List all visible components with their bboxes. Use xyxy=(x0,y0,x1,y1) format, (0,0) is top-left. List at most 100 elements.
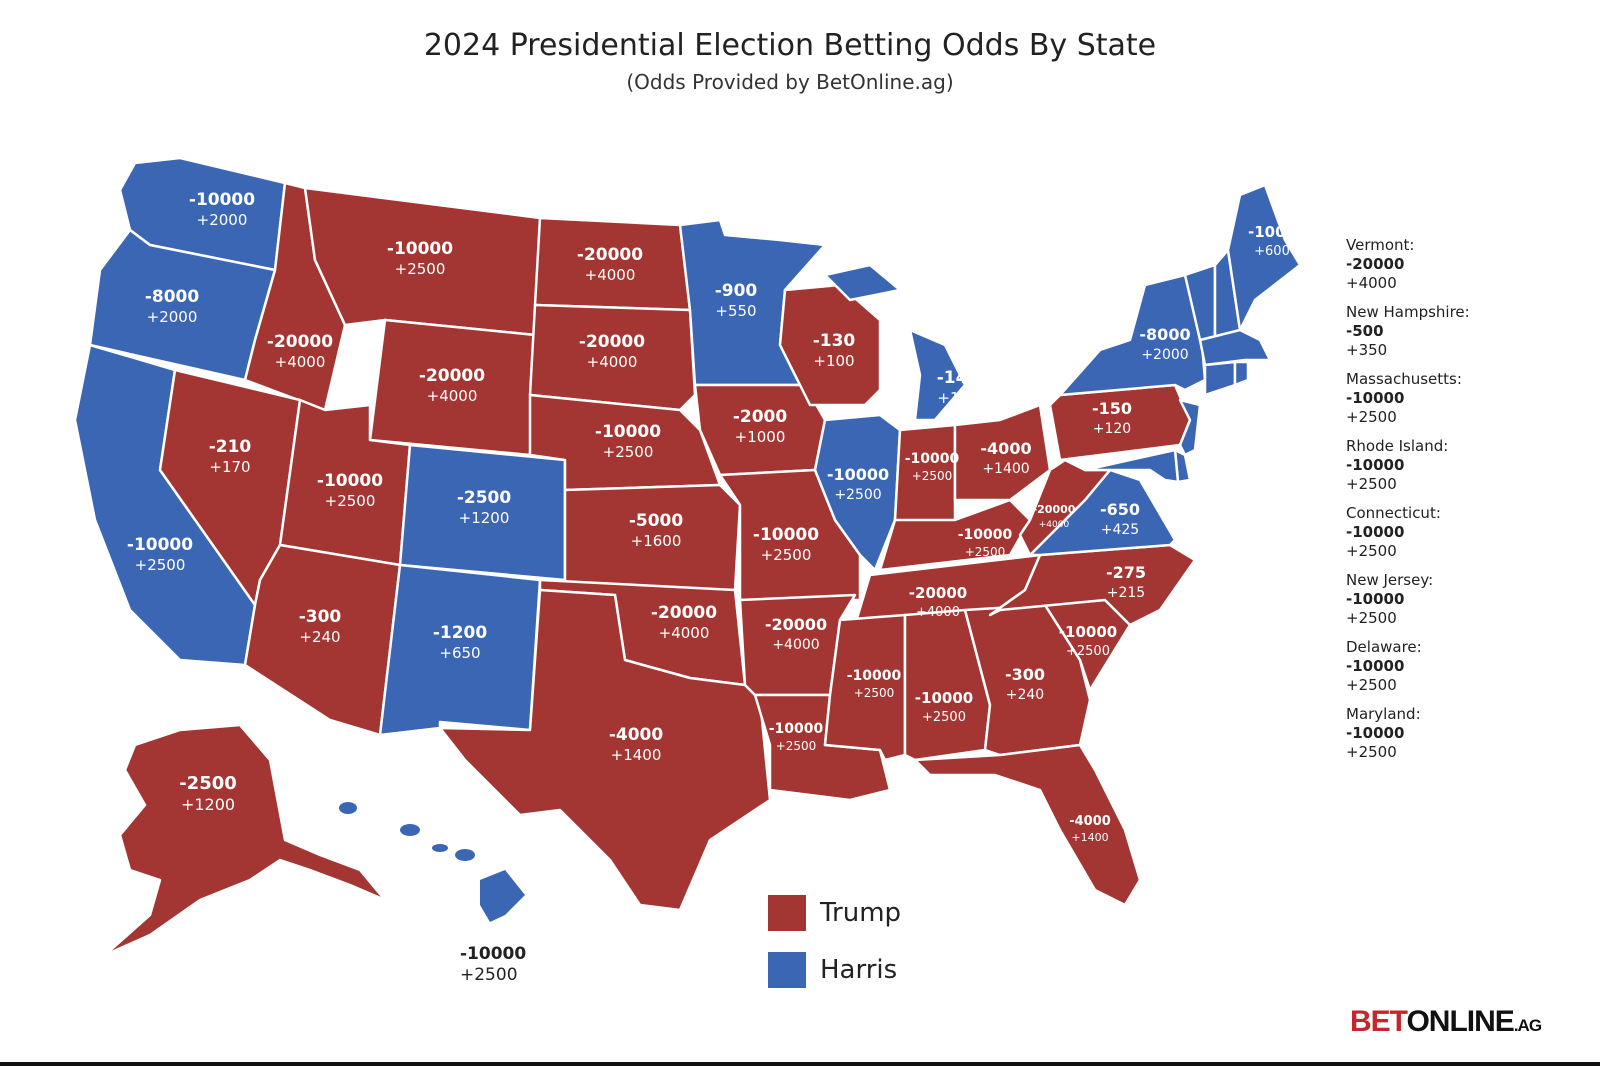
legend-label-trump: Trump xyxy=(820,898,902,928)
small-state-odds-favorite: -10000 xyxy=(1346,724,1405,742)
odds-label-TN-favorite: -20000 xyxy=(909,584,967,602)
odds-label-SD-favorite: -20000 xyxy=(579,332,645,352)
small-state-item: Maryland: -10000 +2500 xyxy=(1346,705,1586,762)
state-RI xyxy=(1233,360,1250,387)
odds-label-TX-underdog: +1400 xyxy=(611,746,662,764)
odds-label-WA-favorite: -10000 xyxy=(189,190,255,210)
odds-label-ND-underdog: +4000 xyxy=(585,266,636,284)
odds-label-KS-favorite: -5000 xyxy=(629,511,684,531)
odds-label-MT-underdog: +2500 xyxy=(395,260,446,278)
legend-label-harris: Harris xyxy=(820,955,898,985)
small-state-odds-favorite: -20000 xyxy=(1346,255,1405,273)
odds-label-AL-favorite: -10000 xyxy=(915,689,973,707)
small-state-odds-favorite: -10000 xyxy=(1346,456,1405,474)
odds-label-CO-favorite: -2500 xyxy=(457,488,512,508)
odds-label-AK-underdog: +1200 xyxy=(181,795,235,814)
odds-label-KY-underdog: +2500 xyxy=(965,545,1006,559)
small-state-odds-underdog: +2500 xyxy=(1346,676,1397,694)
small-state-name: Rhode Island: xyxy=(1346,437,1449,455)
page-subtitle: (Odds Provided by BetOnline.ag) xyxy=(626,70,954,94)
odds-label-WA-underdog: +2000 xyxy=(197,211,248,229)
small-state-item: New Hampshire: -500 +350 xyxy=(1346,303,1586,360)
odds-label-NM-favorite: -1200 xyxy=(433,623,488,643)
odds-label-AK-favorite: -2500 xyxy=(179,773,237,794)
small-states-list: Vermont: -20000 +4000 New Hampshire: -500 +35… xyxy=(1346,236,1586,772)
small-state-odds-favorite: -500 xyxy=(1346,322,1384,340)
odds-label-NY-underdog: +2000 xyxy=(1141,347,1188,363)
odds-label-MN-favorite: -900 xyxy=(715,281,758,301)
odds-label-UT-underdog: +2500 xyxy=(325,492,376,510)
hawaii-odds: -10000 +2500 xyxy=(460,944,526,986)
odds-label-WY-underdog: +4000 xyxy=(427,387,478,405)
small-state-odds-favorite: -10000 xyxy=(1346,389,1405,407)
odds-label-GA-favorite: -300 xyxy=(1005,665,1045,684)
odds-label-ND-favorite: -20000 xyxy=(577,245,643,265)
state-WV xyxy=(1018,458,1112,557)
odds-label-NE-underdog: +2500 xyxy=(603,443,654,461)
odds-label-NM-underdog: +650 xyxy=(439,644,480,662)
logo-part-ag: .AG xyxy=(1513,1016,1542,1035)
odds-label-PA-underdog: +120 xyxy=(1093,421,1131,437)
small-state-item: Connecticut: -10000 +2500 xyxy=(1346,504,1586,561)
odds-label-OH-favorite: -4000 xyxy=(980,439,1031,458)
odds-label-OR-underdog: +2000 xyxy=(147,308,198,326)
odds-label-IL-underdog: +2500 xyxy=(834,487,881,503)
odds-label-MS-favorite: -10000 xyxy=(847,668,902,684)
small-state-odds-underdog: +2500 xyxy=(1346,408,1397,426)
state-MD xyxy=(1083,448,1180,484)
odds-label-TX-favorite: -4000 xyxy=(609,725,664,745)
odds-label-CA-favorite: -10000 xyxy=(127,535,193,555)
state-CT xyxy=(1203,360,1237,397)
state-IL xyxy=(813,413,902,572)
small-state-odds-favorite: -10000 xyxy=(1346,657,1405,675)
small-state-odds-underdog: +2500 xyxy=(1346,475,1397,493)
odds-label-SC-underdog: +2500 xyxy=(1066,644,1110,659)
small-state-odds-underdog: +2500 xyxy=(1346,542,1397,560)
hawaii-odds-a: -10000 xyxy=(460,944,527,964)
odds-label-IA-favorite: -2000 xyxy=(733,407,788,427)
state-KS xyxy=(563,483,742,592)
state-HI xyxy=(339,802,525,922)
odds-label-IN-favorite: -10000 xyxy=(905,451,960,467)
small-state-odds-underdog: +4000 xyxy=(1346,274,1397,292)
odds-label-NE-favorite: -10000 xyxy=(595,422,661,442)
logo-part-online: ONLINE xyxy=(1406,1005,1514,1038)
odds-label-MN-underdog: +550 xyxy=(715,302,756,320)
small-state-odds-underdog: +2500 xyxy=(1346,609,1397,627)
odds-label-OH-underdog: +1400 xyxy=(982,461,1029,477)
legend-swatch-harris xyxy=(768,952,806,988)
odds-label-LA-underdog: +2500 xyxy=(776,739,817,753)
page-title: 2024 Presidential Election Betting Odds … xyxy=(423,28,1157,63)
odds-label-IN-underdog: +2500 xyxy=(912,469,953,483)
odds-label-OR-favorite: -8000 xyxy=(145,287,200,307)
odds-label-OK-favorite: -20000 xyxy=(651,603,717,623)
legend-swatch-trump xyxy=(768,895,806,931)
odds-label-SD-underdog: +4000 xyxy=(587,353,638,371)
small-state-name: New Hampshire: xyxy=(1346,303,1470,321)
state-ME xyxy=(1226,183,1302,332)
odds-label-MS-underdog: +2500 xyxy=(854,686,895,700)
small-state-odds-underdog: +350 xyxy=(1346,341,1388,359)
odds-label-WY-favorite: -20000 xyxy=(419,366,485,386)
odds-label-KS-underdog: +1600 xyxy=(631,532,682,550)
odds-label-MO-favorite: -10000 xyxy=(753,525,819,545)
odds-label-OK-underdog: +4000 xyxy=(659,624,710,642)
state-SD xyxy=(528,303,697,412)
odds-label-NY-favorite: -8000 xyxy=(1139,325,1190,344)
odds-label-UT-favorite: -10000 xyxy=(317,471,383,491)
small-state-item: Vermont: -20000 +4000 xyxy=(1346,236,1586,293)
odds-label-KY-favorite: -10000 xyxy=(958,527,1013,543)
odds-label-NV-underdog: +170 xyxy=(209,458,250,476)
small-state-name: New Jersey: xyxy=(1346,571,1434,589)
small-state-odds-favorite: -10000 xyxy=(1346,590,1405,608)
odds-label-TN-underdog: +4000 xyxy=(916,605,960,620)
state-TX xyxy=(438,588,772,912)
odds-label-NC-underdog: +215 xyxy=(1107,585,1145,601)
odds-label-VA-underdog: +425 xyxy=(1101,522,1139,538)
small-state-name: Maryland: xyxy=(1346,705,1421,723)
logo-part-bet: BET xyxy=(1350,1005,1407,1038)
small-state-item: New Jersey: -10000 +2500 xyxy=(1346,571,1586,628)
small-state-item: Massachusetts: -10000 +2500 xyxy=(1346,370,1586,427)
odds-label-AR-favorite: -20000 xyxy=(765,615,827,634)
